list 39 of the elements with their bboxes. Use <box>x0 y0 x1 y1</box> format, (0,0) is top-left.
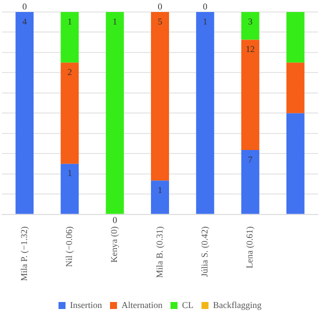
annotation: 1 <box>112 16 118 26</box>
x-tick-label: Nil (−0.06) <box>64 226 74 267</box>
annotation: 4 <box>22 16 28 26</box>
annotation: 5 <box>158 16 163 26</box>
x-tick-label: Mila P. (−1.32) <box>18 226 29 281</box>
legend-label: Backflagging <box>213 300 262 310</box>
annotation: 0 <box>22 1 28 12</box>
bar <box>241 12 260 40</box>
bar <box>286 62 304 114</box>
bar <box>241 40 260 150</box>
x-tick-label: Mila B. (0.31) <box>154 226 164 278</box>
bar <box>16 12 34 214</box>
bar <box>196 12 214 214</box>
bar <box>241 150 260 214</box>
annotation: 1 <box>67 16 72 26</box>
legend-label: CL <box>182 300 194 310</box>
bar <box>286 12 304 63</box>
x-tick-label: Kenya (0) <box>109 226 120 263</box>
x-tick-label: Lena (0.61) <box>244 226 255 268</box>
annotation: 12 <box>246 44 255 54</box>
annotation: 7 <box>248 154 254 164</box>
bar <box>150 180 170 214</box>
bar <box>150 12 170 181</box>
bar <box>106 12 124 214</box>
bar <box>286 113 304 214</box>
annotation: 1 <box>67 168 72 178</box>
annotation: 1 <box>202 16 208 26</box>
x-tick-label: Júlia S. (0.42) <box>200 226 210 277</box>
legend-label: Alternation <box>122 300 163 310</box>
legend-label: Insertion <box>70 300 103 310</box>
annotation: 2 <box>67 66 72 77</box>
bar <box>60 62 79 164</box>
bar <box>60 12 79 63</box>
bar <box>60 164 79 214</box>
annotation: 1 <box>158 184 162 195</box>
annotation: 3 <box>248 16 254 26</box>
annotation: 0 <box>158 1 163 12</box>
annotation: 0 <box>112 214 118 225</box>
annotation: 0 <box>202 1 208 12</box>
